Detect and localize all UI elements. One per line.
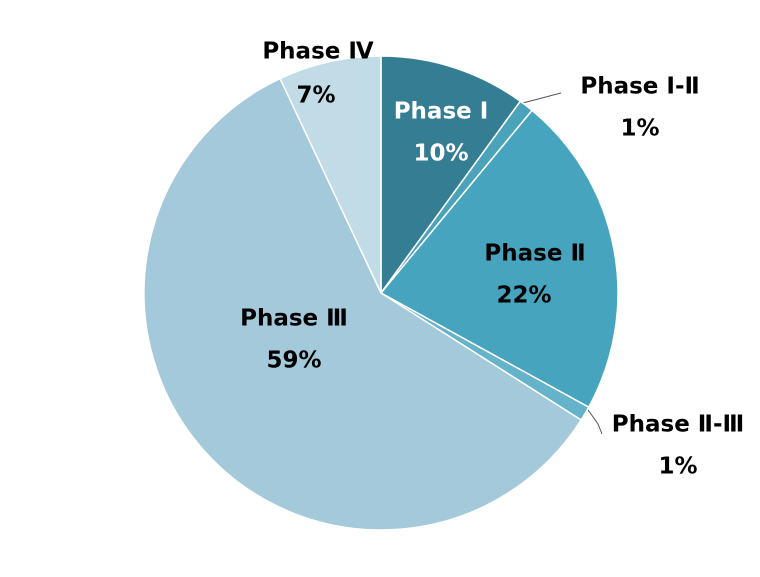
slice-label: Phase Ⅱ: [484, 241, 585, 267]
slice-label: Phase Ⅱ-Ⅲ: [612, 412, 745, 438]
leader-line: [585, 406, 603, 435]
slice-value-label: 1%: [658, 454, 697, 480]
slice-value-label: 22%: [496, 283, 551, 309]
slice-label: Phase Ⅲ: [240, 306, 348, 332]
slice-label: Phase Ⅳ: [262, 39, 374, 65]
pie-slice: [279, 55, 382, 294]
slice-label: Phase Ⅰ: [394, 99, 489, 125]
slice-value-label: 59%: [266, 348, 321, 374]
slice-value-label: 7%: [296, 83, 335, 109]
slice-label: Phase Ⅰ-Ⅱ: [580, 74, 699, 100]
pie-slice: [380, 55, 522, 296]
pie-slice: [379, 109, 619, 409]
leader-line: [518, 92, 562, 105]
pie-slice: [143, 77, 583, 531]
slice-value-label: 10%: [413, 141, 468, 167]
slice-value-label: 1%: [620, 116, 659, 142]
